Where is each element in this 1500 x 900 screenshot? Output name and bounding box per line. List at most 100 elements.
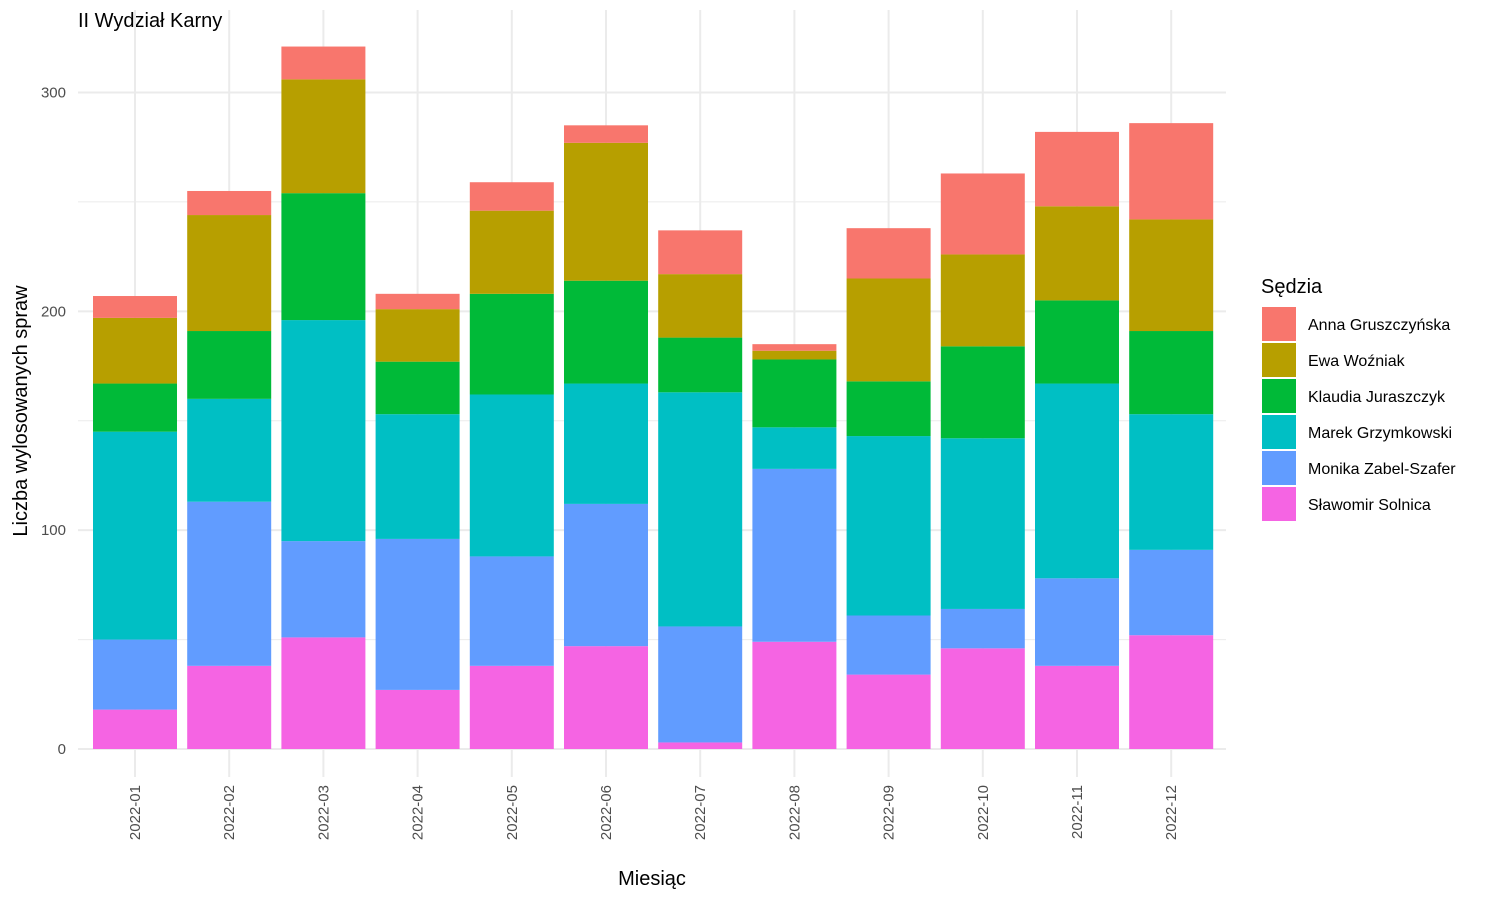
bar-segment: [752, 350, 837, 360]
x-axis-label: Miesiąc: [618, 868, 686, 890]
bar-segment: [1035, 300, 1119, 384]
bar-segment: [846, 436, 931, 616]
bar-segment: [752, 344, 837, 351]
x-tick-label: 2022-05: [504, 785, 521, 840]
bar-segment: [846, 381, 931, 437]
bar-segment: [469, 665, 554, 749]
x-tick-label: 2022-03: [315, 785, 332, 840]
bar-segment: [564, 142, 648, 281]
bar-segment: [93, 709, 177, 749]
legend-swatch: [1262, 307, 1296, 341]
bar-segment: [469, 394, 554, 557]
bar-segment: [658, 337, 743, 393]
bar-segment: [940, 346, 1025, 439]
bar-segment: [940, 173, 1025, 255]
bar-segment: [375, 689, 460, 749]
bar-segment: [846, 615, 931, 675]
y-tick-label: 100: [41, 522, 66, 539]
x-tick-label: 2022-02: [221, 785, 238, 840]
bar-segment: [658, 274, 743, 338]
bar-segment: [187, 398, 272, 502]
bar-segment: [658, 626, 743, 743]
legend-swatch: [1262, 415, 1296, 449]
legend-label: Monika Zabel-Szafer: [1308, 461, 1456, 478]
bar-segment: [469, 556, 554, 666]
bar-segment: [1035, 665, 1119, 749]
bar-segment: [1129, 414, 1214, 550]
bar-segment: [564, 383, 648, 504]
bar-segment: [564, 646, 648, 749]
legend-label: Anna Gruszczyńska: [1308, 317, 1450, 334]
legend-title: Sędzia: [1261, 276, 1323, 298]
bar-segment: [469, 293, 554, 395]
y-axis-ticks: 0 100 200 300: [41, 85, 66, 759]
chart-title: II Wydział Karny: [78, 10, 222, 32]
x-tick-label: 2022-08: [786, 785, 803, 840]
legend-swatch: [1262, 487, 1296, 521]
legend-label: Ewa Woźniak: [1308, 353, 1406, 370]
bar-segment: [93, 431, 177, 640]
bars-layer: [93, 46, 1214, 749]
legend-swatch: [1262, 343, 1296, 377]
bar-segment: [1035, 131, 1119, 207]
x-axis-ticks: 2022-01 2022-02 2022-03 2022-04 2022-05 2022-…: [127, 785, 1180, 840]
bar-segment: [187, 665, 272, 749]
bar-segment: [846, 278, 931, 382]
y-tick-label: 300: [41, 85, 66, 102]
bar-segment: [846, 228, 931, 279]
x-tick-label: 2022-01: [127, 785, 144, 840]
legend-label: Sławomir Solnica: [1308, 497, 1431, 514]
bar-segment: [1129, 635, 1214, 749]
bar-segment: [846, 674, 931, 749]
bar-segment: [940, 438, 1025, 609]
bar-segment: [375, 538, 460, 690]
bar-segment: [940, 608, 1025, 649]
bar-segment: [93, 383, 177, 432]
bar-segment: [1035, 206, 1119, 301]
bar-segment: [187, 215, 272, 332]
bar-segment: [187, 501, 272, 666]
bar-segment: [1129, 331, 1214, 415]
bar-segment: [469, 210, 554, 294]
x-tick-label: 2022-11: [1069, 785, 1086, 839]
bar-segment: [281, 541, 366, 638]
bar-segment: [93, 317, 177, 384]
y-axis-label: Liczba wylosowanych spraw: [10, 285, 32, 537]
bar-segment: [752, 641, 837, 749]
legend: Sędzia Anna Gruszczyńska Ewa Woźniak Klaud…: [1261, 276, 1456, 521]
bar-segment: [375, 293, 460, 310]
x-tick-label: 2022-06: [598, 785, 615, 840]
bar-segment: [752, 468, 837, 642]
bar-segment: [375, 361, 460, 415]
bar-segment: [375, 414, 460, 539]
bar-segment: [564, 503, 648, 647]
bar-segment: [93, 639, 177, 710]
legend-label: Klaudia Juraszczyk: [1308, 389, 1446, 406]
legend-label: Marek Grzymkowski: [1308, 425, 1452, 442]
legend-swatch: [1262, 379, 1296, 413]
y-tick-label: 0: [58, 741, 66, 758]
bar-segment: [1035, 578, 1119, 666]
y-tick-label: 200: [41, 303, 66, 320]
bar-segment: [564, 125, 648, 143]
bar-segment: [281, 46, 366, 80]
x-tick-label: 2022-07: [692, 785, 709, 840]
bar-segment: [1129, 219, 1214, 332]
legend-swatch: [1262, 451, 1296, 485]
bar-segment: [187, 190, 272, 216]
bar-segment: [658, 742, 743, 749]
bar-segment: [375, 309, 460, 362]
x-tick-label: 2022-10: [975, 785, 992, 840]
bar-segment: [658, 392, 743, 627]
bar-segment: [1035, 383, 1119, 579]
bar-segment: [281, 193, 366, 321]
bar-segment: [281, 637, 366, 749]
bar-segment: [940, 254, 1025, 347]
bar-segment: [469, 182, 554, 211]
bar-segment: [1129, 549, 1214, 636]
bar-segment: [187, 331, 272, 399]
x-tick-label: 2022-04: [410, 785, 427, 840]
bar-segment: [752, 427, 837, 469]
bar-segment: [658, 230, 743, 275]
